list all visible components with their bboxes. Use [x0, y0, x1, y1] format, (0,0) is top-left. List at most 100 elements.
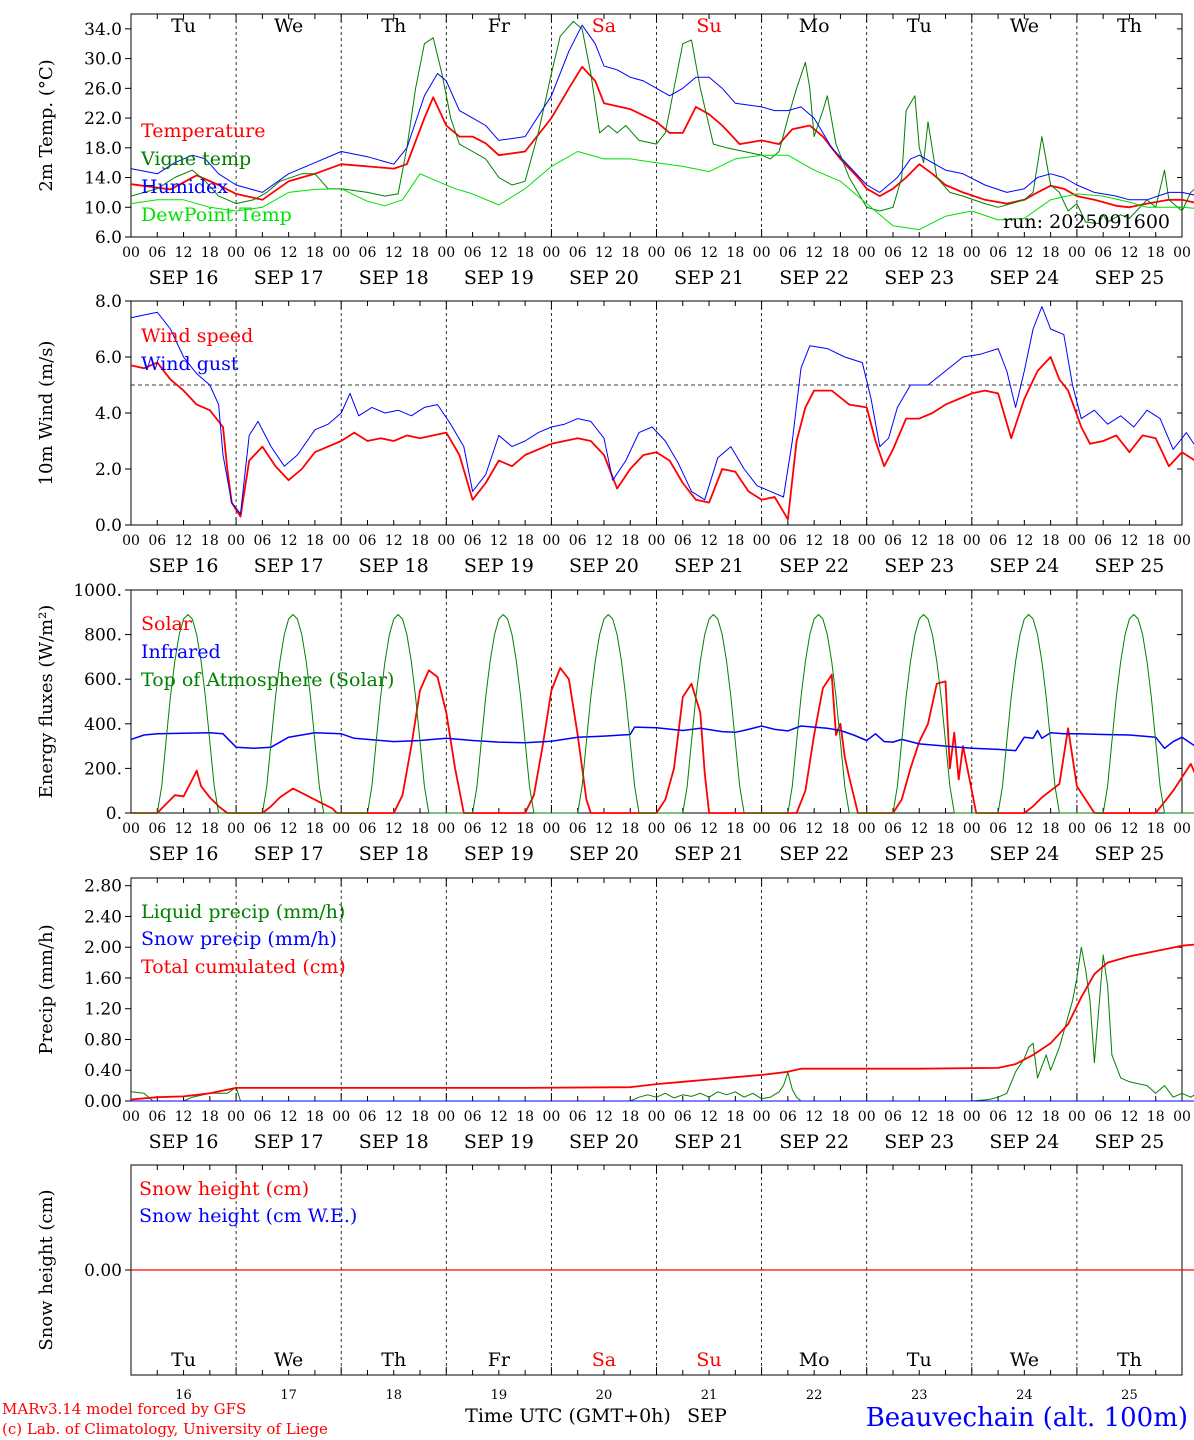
snow-dow-label: Su — [696, 1349, 721, 1371]
wind-hour-label: 06 — [674, 533, 692, 549]
temp-hour-label: 18 — [201, 245, 219, 261]
temp-dow-label: Sa — [592, 15, 616, 37]
station-name: Beauvechain (alt. 100m) — [866, 1403, 1188, 1433]
energy-hour-label: 18 — [726, 821, 744, 837]
temp-legend-item: Vigne temp — [140, 148, 251, 170]
energy-date-label: SEP 16 — [149, 843, 219, 865]
energy-hour-label: 12 — [595, 821, 613, 837]
temp-hour-label: 06 — [464, 245, 482, 261]
precip-hour-label: 00 — [542, 1109, 560, 1125]
energy-hour-label: 18 — [1147, 821, 1165, 837]
wind-ytick-label: 4.0 — [95, 404, 122, 424]
temp-hour-label: 18 — [411, 245, 429, 261]
temp-hour-label: 18 — [516, 245, 534, 261]
precip-ytick-label: 1.20 — [84, 1000, 122, 1020]
wind-hour-label: 00 — [1068, 533, 1086, 549]
temp-date-label: SEP 24 — [989, 267, 1059, 289]
temp-ytick-label: 22.0 — [84, 109, 122, 129]
energy-ytick-label: 800. — [84, 626, 122, 646]
energy-hour-label: 06 — [569, 821, 587, 837]
energy-series-infrared — [130, 725, 1194, 752]
temp-hour-label: 06 — [779, 245, 797, 261]
temp-hour-label: 18 — [726, 245, 744, 261]
precip-ytick-label: 2.00 — [84, 938, 122, 958]
temp-date-label: SEP 16 — [149, 267, 219, 289]
energy-hour-label: 12 — [700, 821, 718, 837]
wind-hour-label: 18 — [937, 533, 955, 549]
precip-hour-label: 18 — [411, 1109, 429, 1125]
wind-hour-label: 18 — [306, 533, 324, 549]
precip-hour-label: 18 — [306, 1109, 324, 1125]
snow-dow-label: Th — [1117, 1349, 1142, 1371]
wind-ytick-label: 6.0 — [95, 348, 122, 368]
snow-legend-item: Snow height (cm W.E.) — [139, 1205, 357, 1227]
wind-hour-label: 12 — [280, 533, 298, 549]
precip-hour-label: 12 — [175, 1109, 193, 1125]
energy-date-label: SEP 23 — [884, 843, 954, 865]
snow-day-number: 21 — [701, 1388, 718, 1403]
precip-hour-label: 12 — [805, 1109, 823, 1125]
energy-date-label: SEP 22 — [779, 843, 849, 865]
energy-hour-label: 12 — [805, 821, 823, 837]
temp-hour-label: 12 — [700, 245, 718, 261]
energy-hour-label: 12 — [175, 821, 193, 837]
energy-hour-label: 12 — [280, 821, 298, 837]
wind-hour-label: 06 — [253, 533, 271, 549]
temp-hour-label: 06 — [569, 245, 587, 261]
temp-hour-label: 00 — [648, 245, 666, 261]
energy-hour-label: 00 — [753, 821, 771, 837]
precip-hour-label: 18 — [937, 1109, 955, 1125]
temp-hour-label: 18 — [937, 245, 955, 261]
snow-day-number: 18 — [385, 1388, 402, 1403]
wind-hour-label: 06 — [884, 533, 902, 549]
temp-ylabel: 2m Temp. (°C) — [36, 59, 57, 191]
precip-hour-label: 06 — [148, 1109, 166, 1125]
temp-dow-label: Tu — [171, 15, 196, 37]
precip-date-label: SEP 19 — [464, 1131, 534, 1153]
snow-dow-label: Tu — [171, 1349, 196, 1371]
precip-hour-label: 12 — [700, 1109, 718, 1125]
temp-hour-label: 00 — [122, 245, 140, 261]
precip-date-label: SEP 17 — [254, 1131, 324, 1153]
precip-hour-label: 06 — [674, 1109, 692, 1125]
snow-day-number: 23 — [911, 1388, 928, 1403]
precip-hour-label: 18 — [1147, 1109, 1165, 1125]
wind-date-label: SEP 18 — [359, 555, 429, 577]
precip-ytick-label: 2.80 — [84, 877, 122, 897]
precip-ylabel: Precip (mm/h) — [36, 924, 57, 1054]
precip-hour-label: 00 — [227, 1109, 245, 1125]
temp-hour-label: 18 — [1042, 245, 1060, 261]
precip-date-label: SEP 25 — [1095, 1131, 1165, 1153]
temp-hour-label: 12 — [175, 245, 193, 261]
precip-hour-label: 00 — [437, 1109, 455, 1125]
energy-hour-label: 12 — [490, 821, 508, 837]
temp-hour-label: 12 — [490, 245, 508, 261]
energy-hour-label: 12 — [1121, 821, 1139, 837]
precip-hour-label: 18 — [832, 1109, 850, 1125]
temp-dow-label: We — [274, 15, 303, 37]
precip-ytick-label: 2.40 — [84, 907, 122, 927]
wind-hour-label: 06 — [569, 533, 587, 549]
wind-hour-label: 18 — [1042, 533, 1060, 549]
temp-legend-item: DewPoint Temp — [141, 204, 292, 226]
wind-series-wind-speed — [130, 356, 1194, 521]
precip-hour-label: 06 — [253, 1109, 271, 1125]
temp-dow-label: Tu — [907, 15, 932, 37]
energy-series-top-of-atmosphere-solar- — [131, 614, 1194, 814]
precip-legend-item: Snow precip (mm/h) — [141, 928, 337, 950]
temp-hour-label: 06 — [359, 245, 377, 261]
precip-hour-label: 12 — [595, 1109, 613, 1125]
energy-hour-label: 00 — [648, 821, 666, 837]
temp-hour-label: 18 — [621, 245, 639, 261]
precip-hour-label: 18 — [201, 1109, 219, 1125]
temp-ytick-label: 14.0 — [84, 169, 122, 189]
temp-ytick-label: 6.0 — [95, 228, 122, 248]
wind-hour-label: 06 — [1094, 533, 1112, 549]
precip-hour-label: 12 — [910, 1109, 928, 1125]
precip-date-label: SEP 21 — [674, 1131, 744, 1153]
wind-hour-label: 00 — [963, 533, 981, 549]
temp-hour-label: 00 — [332, 245, 350, 261]
energy-hour-label: 18 — [306, 821, 324, 837]
wind-hour-label: 12 — [490, 533, 508, 549]
